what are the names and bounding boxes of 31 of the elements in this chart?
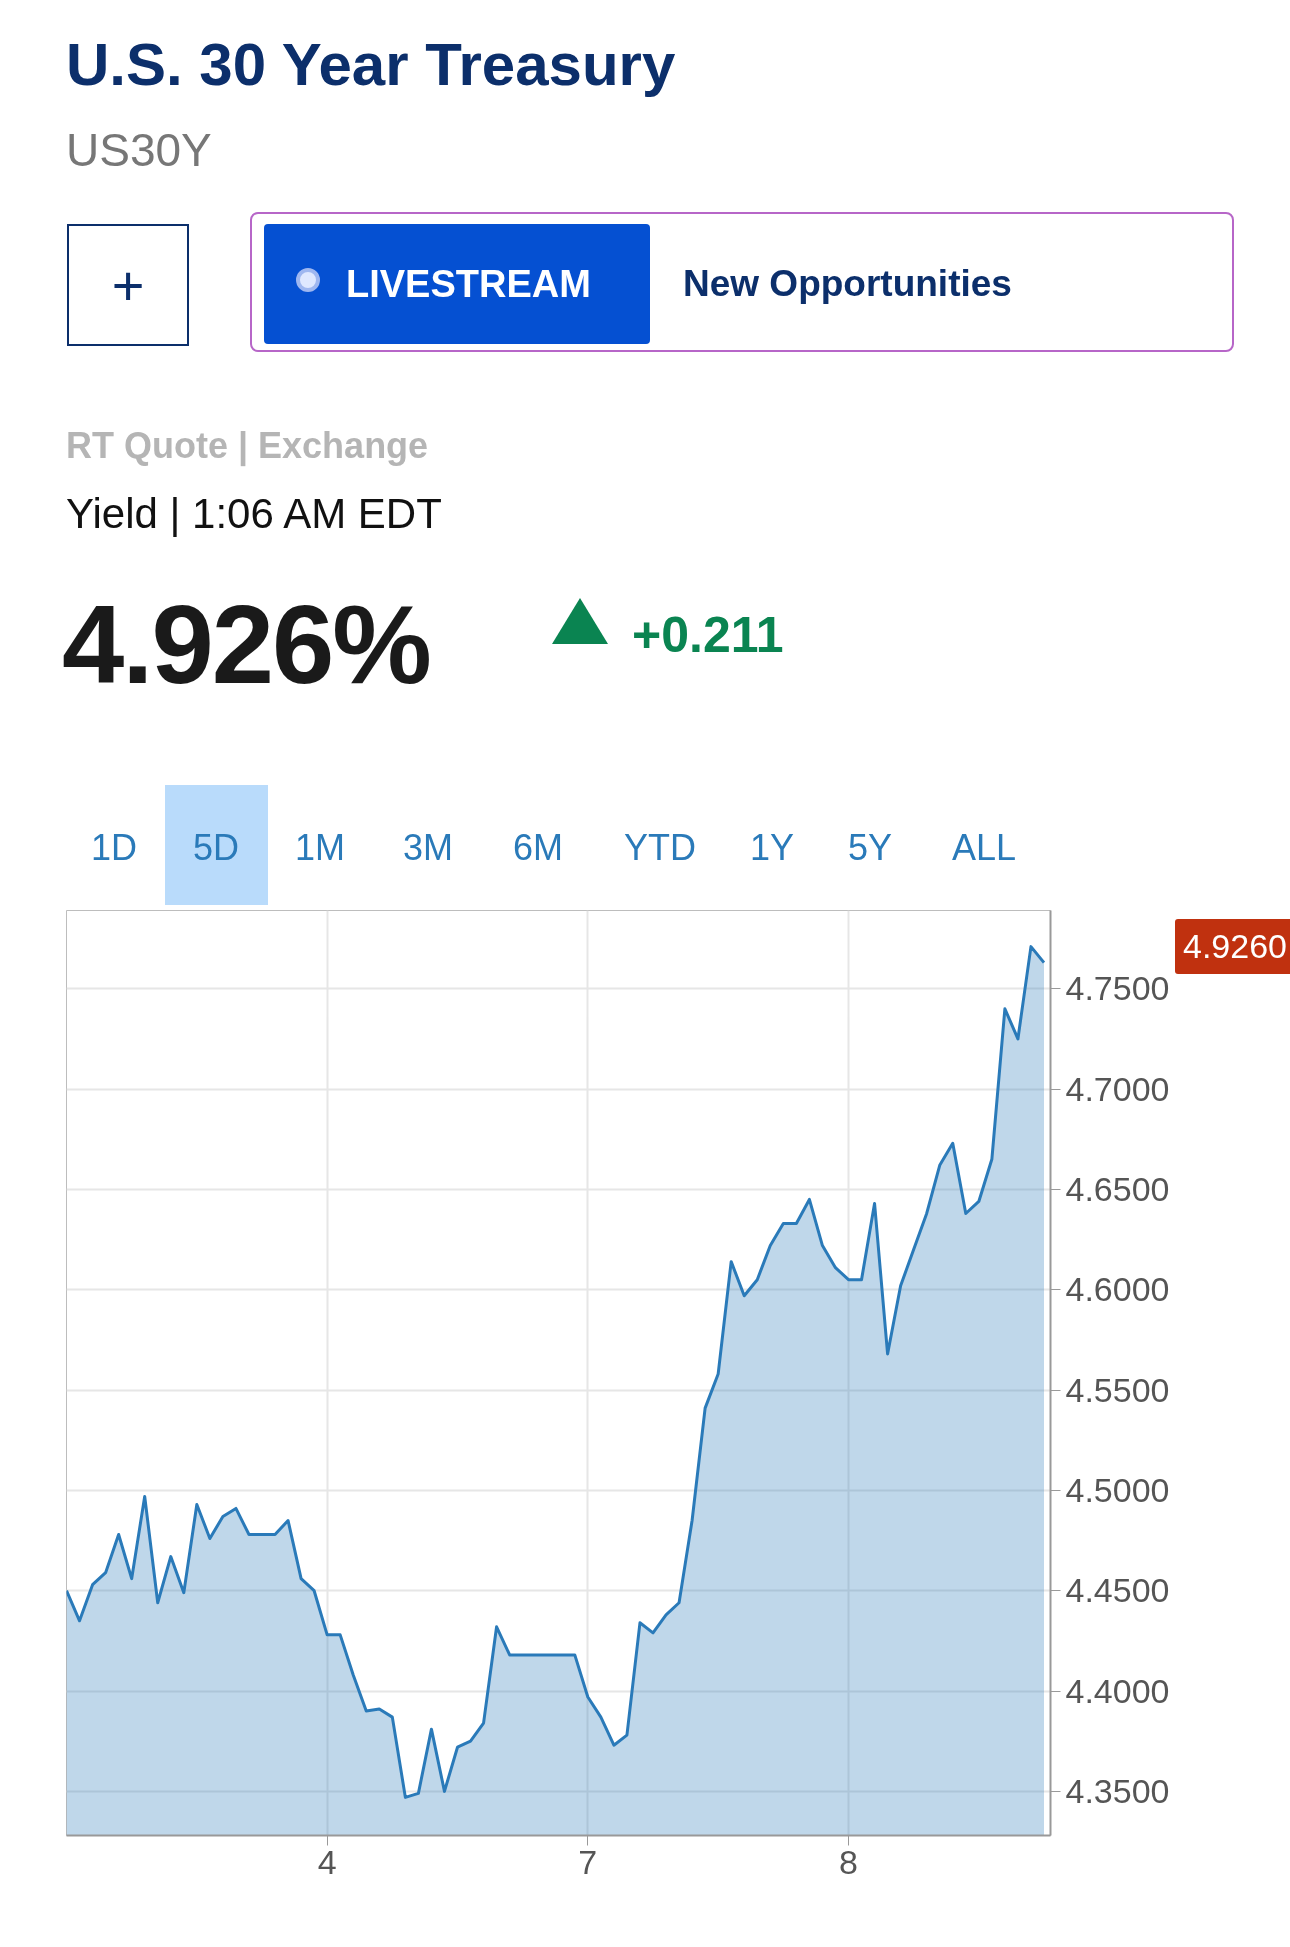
text: LIVESTREAM xyxy=(264,224,650,344)
x-tick-label: 8 xyxy=(839,1842,858,1881)
y-tick-label: 4.6500 xyxy=(1065,1169,1170,1208)
x-tick-label: 7 xyxy=(578,1842,598,1881)
text: 1D xyxy=(90,826,138,870)
text: 1Y xyxy=(748,826,795,870)
y-tick-label: 4.4500 xyxy=(1065,1571,1170,1610)
text: + xyxy=(67,224,189,346)
y-tick-label: 4.5000 xyxy=(1065,1470,1170,1509)
text: YTD xyxy=(623,826,697,870)
text: RT Quote | Exchange xyxy=(66,424,429,469)
y-tick-label: 4.7500 xyxy=(1065,969,1170,1008)
text: 6M xyxy=(512,826,564,870)
price-tag: 4.9260 xyxy=(1175,919,1290,974)
y-tick-label: 4.5500 xyxy=(1065,1370,1170,1409)
text: Yield | 1:06 AM EDT xyxy=(66,489,442,539)
chart-title: U.S. 30 Year Treasury xyxy=(66,30,676,100)
y-tick-label: 4.3500 xyxy=(1065,1771,1170,1810)
text: 1M xyxy=(294,826,346,870)
text: 5Y xyxy=(846,826,893,870)
chart-subtitle: US30Y xyxy=(66,123,212,178)
text: 5D xyxy=(192,826,240,870)
text: 3M xyxy=(402,826,454,870)
x-tick-label: 4 xyxy=(317,1842,337,1881)
text: ALL xyxy=(950,826,1018,870)
text: 4.926% xyxy=(62,581,430,709)
text: +0.211 xyxy=(632,606,784,665)
y-tick-label: 4.6000 xyxy=(1065,1270,1170,1309)
y-tick-label: 4.4000 xyxy=(1065,1671,1170,1710)
y-tick-label: 4.7000 xyxy=(1065,1069,1170,1108)
text: New Opportunities xyxy=(683,262,1012,306)
